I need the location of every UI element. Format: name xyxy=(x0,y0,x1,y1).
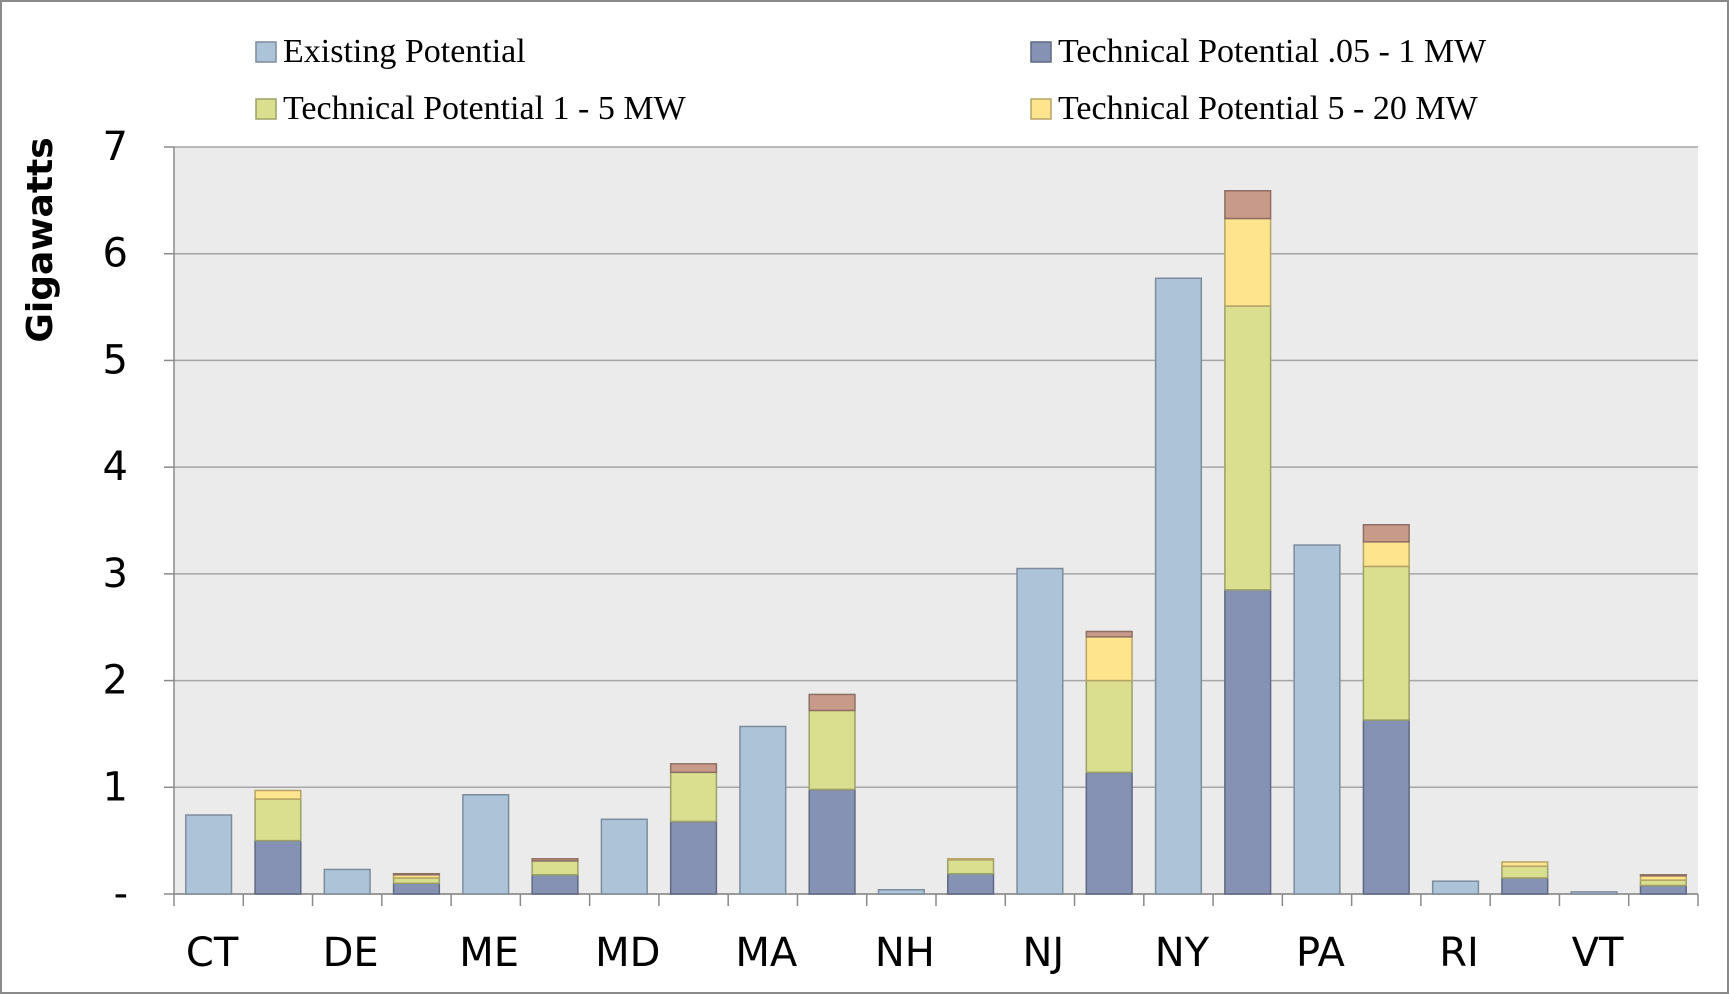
legend-swatch xyxy=(1030,41,1052,63)
bar-segment xyxy=(1501,861,1549,868)
bar-segment xyxy=(1224,305,1272,591)
bar-segment xyxy=(1639,874,1687,877)
x-tick-label: PA xyxy=(1296,930,1346,976)
x-tick-label: MA xyxy=(735,930,798,976)
bar-segment xyxy=(877,888,925,895)
bar-segment xyxy=(1085,636,1133,682)
x-tick-label: ME xyxy=(459,930,519,976)
y-tick-label: 4 xyxy=(103,444,128,490)
bar-segment xyxy=(1362,524,1410,543)
bar-segment xyxy=(1085,630,1133,638)
bar-segment xyxy=(669,820,718,895)
y-axis-label: Gigawatts xyxy=(20,137,61,342)
bar-segment xyxy=(669,763,718,774)
bar-segment xyxy=(947,872,995,895)
bar-segment xyxy=(1224,589,1272,895)
plot-area xyxy=(174,147,1698,894)
y-tick-label: - xyxy=(114,871,128,917)
y-tick-label: 7 xyxy=(103,124,128,170)
bar-segment xyxy=(323,868,371,895)
x-tick-label: MD xyxy=(595,930,660,976)
bar-segment xyxy=(947,859,995,875)
bar-segment xyxy=(531,874,579,895)
x-tick-label: DE xyxy=(323,930,379,976)
bar-segment xyxy=(1362,565,1410,721)
bar-segment xyxy=(531,858,579,862)
bar-segment xyxy=(808,693,856,712)
legend-label: Technical Potential .05 - 1 MW xyxy=(1058,33,1487,70)
bar-segment xyxy=(1085,771,1133,895)
bar-segment xyxy=(392,877,441,885)
x-tick-label: CT xyxy=(186,930,239,976)
x-tick-label: NH xyxy=(875,930,935,976)
bar-segment xyxy=(1639,879,1687,887)
bar-segment xyxy=(808,709,856,791)
legend-label: Existing Potential xyxy=(283,33,526,70)
bar-segment xyxy=(1639,884,1687,895)
bar-segment xyxy=(462,794,510,895)
bar-segment xyxy=(185,814,233,895)
bar-segment xyxy=(254,798,302,842)
bar-segment xyxy=(1224,217,1272,307)
bar-segment xyxy=(254,839,302,895)
bar-segment xyxy=(669,771,718,823)
x-tick-label: VT xyxy=(1572,930,1624,976)
y-tick-label: 5 xyxy=(103,337,128,383)
bar-segment xyxy=(531,860,579,876)
bar-segment xyxy=(1293,544,1341,895)
y-tick-label: 3 xyxy=(103,551,128,597)
bar-segment xyxy=(600,818,648,895)
legend-swatch xyxy=(1030,98,1052,120)
y-tick-label: 6 xyxy=(103,231,128,277)
y-tick-label: 2 xyxy=(103,658,128,704)
x-tick-label: RI xyxy=(1439,930,1479,976)
bar-segment xyxy=(1431,880,1480,895)
legend-swatch xyxy=(255,98,277,120)
bar-segment xyxy=(947,858,995,861)
legend-swatch xyxy=(255,41,277,63)
bar-segment xyxy=(1501,877,1549,895)
bar-segment xyxy=(254,789,302,800)
bar-segment xyxy=(392,872,441,876)
bar-segment xyxy=(1224,190,1272,220)
bar-segment xyxy=(1362,719,1410,895)
x-tick-label: NY xyxy=(1155,930,1210,976)
bar-segment xyxy=(808,788,856,895)
legend-label: Technical Potential 1 - 5 MW xyxy=(283,90,687,127)
bar-segment xyxy=(739,725,787,895)
legend-label: Technical Potential 5 - 20 MW xyxy=(1058,90,1479,127)
bar-segment xyxy=(1016,567,1064,895)
bar-segment xyxy=(392,882,441,895)
bar-segment xyxy=(1154,277,1203,895)
x-tick-label: NJ xyxy=(1023,930,1065,976)
bar-segment xyxy=(1570,891,1618,895)
y-tick-label: 1 xyxy=(103,764,128,810)
bar-segment xyxy=(1085,679,1133,774)
bar-segment xyxy=(1362,541,1410,568)
bar-segment xyxy=(1501,865,1549,879)
